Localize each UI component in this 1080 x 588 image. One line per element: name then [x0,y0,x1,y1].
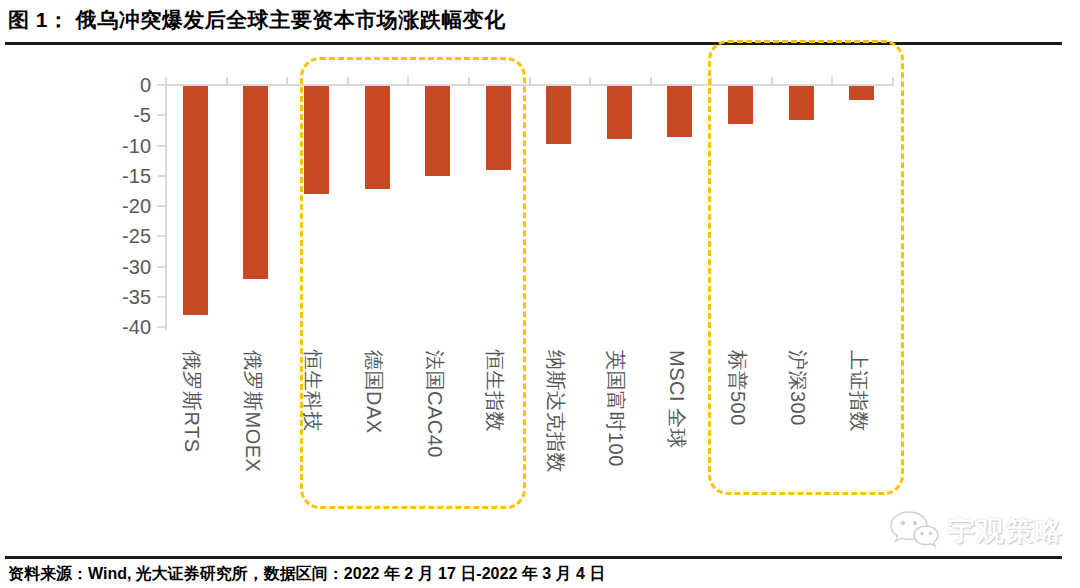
title-underline [5,42,1062,45]
category-label: 英国富时100 [602,350,629,467]
x-axis-tick [226,77,228,86]
footer-rule [5,556,1062,559]
y-tick-label: -25 [105,226,151,246]
category-label: 俄罗斯RTS [178,350,205,453]
bar [667,86,692,137]
bar [546,86,571,144]
y-axis-tick [157,326,165,328]
y-tick-label: -30 [105,257,151,277]
bar [183,86,208,315]
x-axis-tick [650,77,652,86]
y-tick-label: -15 [105,166,151,186]
figure-panel: 图 1： 俄乌冲突爆发后全球主要资本市场涨跌幅变化 0 -5 -10 -15 -20 -2… [0,0,1080,588]
y-axis-line [165,77,167,330]
x-axis-tick [165,77,167,86]
category-label: 纳斯达克指数 [542,350,569,473]
y-tick-label: -35 [105,287,151,307]
y-axis-tick [157,84,165,86]
y-axis-tick [157,145,165,147]
bar [607,86,632,139]
y-axis-tick [157,296,165,298]
watermark-label: 宇观策略 [948,513,1064,549]
y-tick-label: 0 [105,75,151,95]
y-tick-label: -40 [105,317,151,337]
category-label: 俄罗斯MOEX [239,350,266,472]
y-tick-label: -20 [105,196,151,216]
figure-title: 图 1： 俄乌冲突爆发后全球主要资本市场涨跌幅变化 [8,6,506,34]
watermark: 宇观策略 [888,510,1064,552]
source-note: 资料来源：Wind, 光大证券研究所，数据区间：2022 年 2 月 17 日-… [8,564,605,585]
x-axis-tick [529,77,531,86]
y-tick-label: -5 [105,105,151,125]
x-axis-tick [589,77,591,86]
bar [243,86,268,279]
y-tick-label: -10 [105,136,151,156]
y-axis-tick [157,266,165,268]
y-axis-tick [157,175,165,177]
x-axis-tick [286,77,288,86]
y-axis-tick [157,235,165,237]
highlight-box [300,57,526,509]
highlight-box [708,40,904,495]
y-axis-tick [157,114,165,116]
y-axis-tick [157,205,165,207]
wechat-icon [888,510,940,552]
category-label: MSCI 全球 [663,350,690,449]
